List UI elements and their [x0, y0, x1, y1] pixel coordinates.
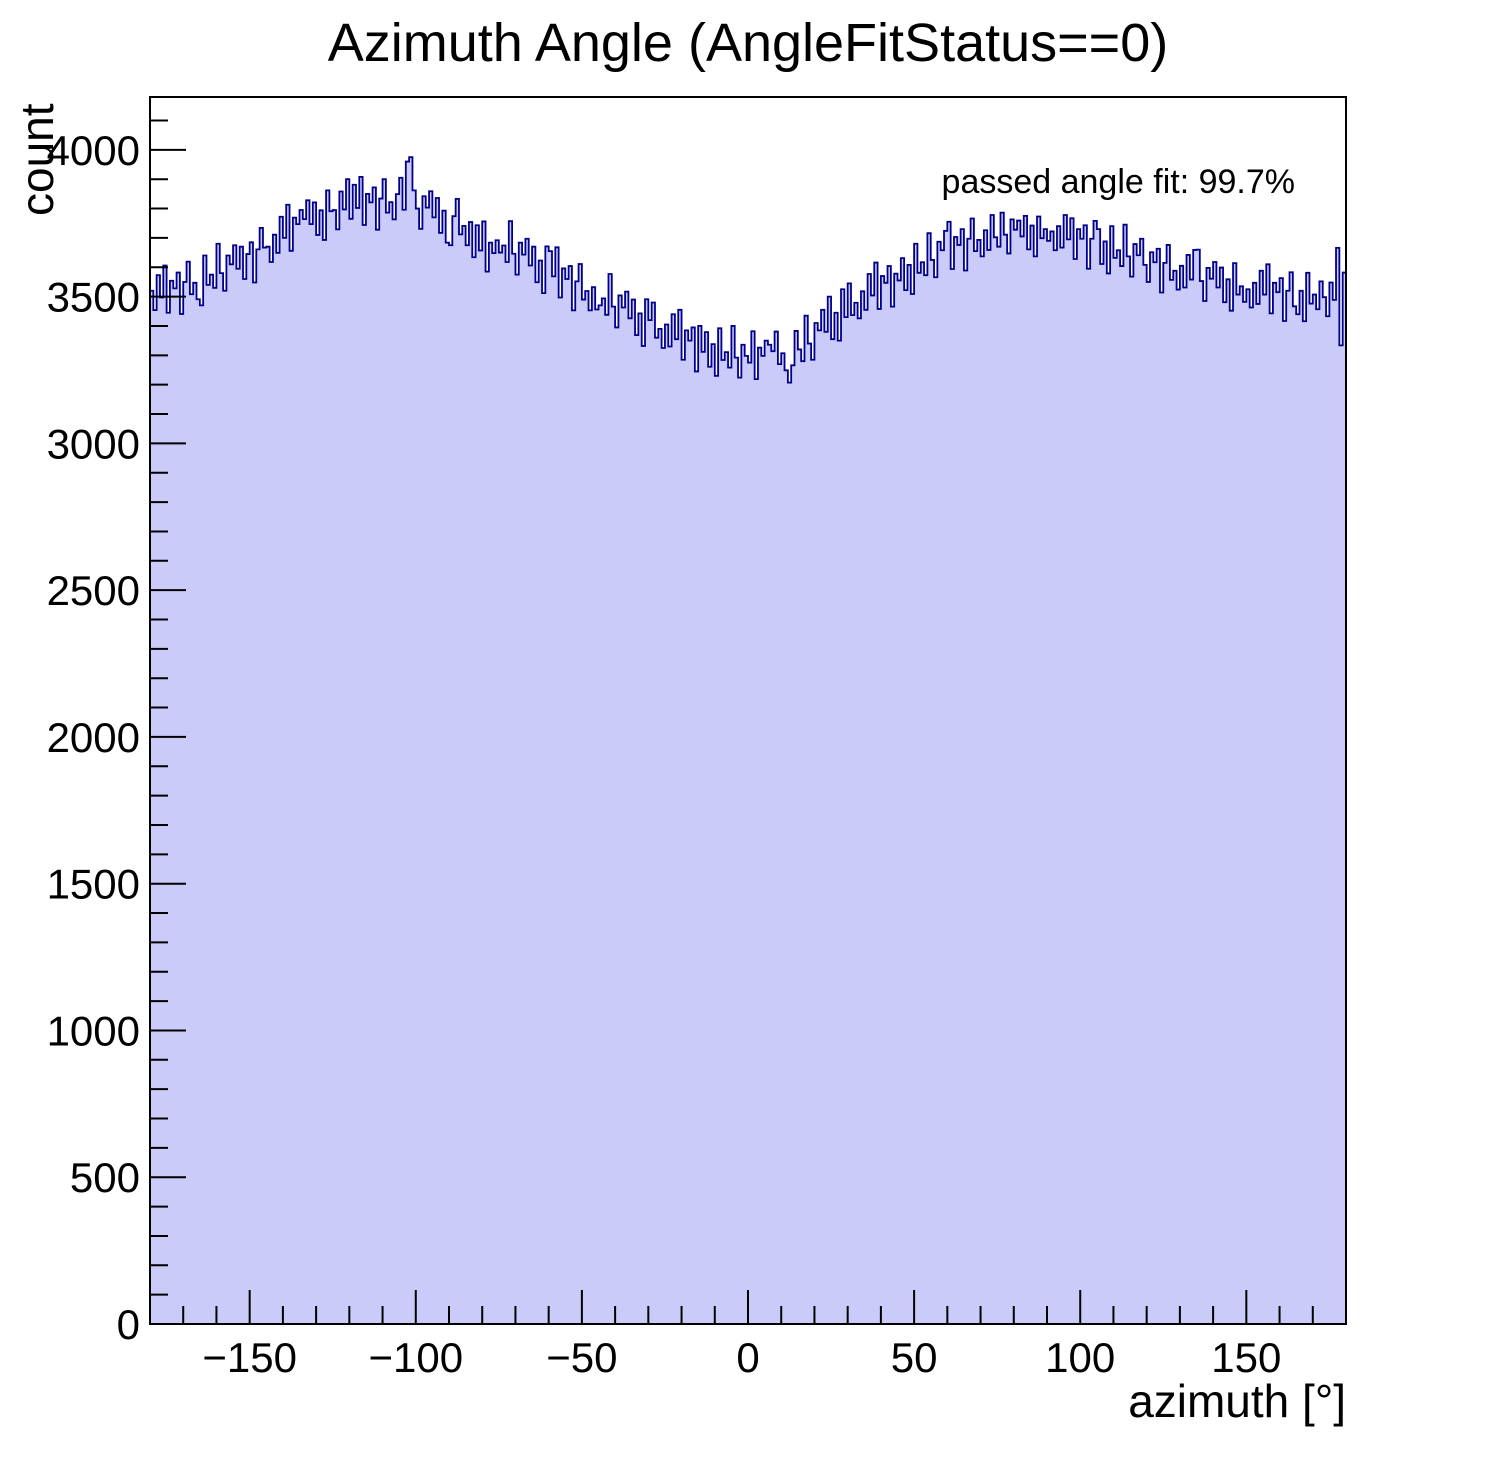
x-tick-label: −50 [546, 1334, 617, 1381]
y-tick-label: 3000 [47, 420, 140, 467]
y-tick-label: 0 [117, 1301, 140, 1348]
x-tick-label: 50 [891, 1334, 938, 1381]
y-tick-label: 1000 [47, 1008, 140, 1055]
chart-title: Azimuth Angle (AngleFitStatus==0) [327, 13, 1169, 73]
y-tick-label: 3500 [47, 274, 140, 321]
plot-frame [149, 96, 1347, 1325]
histogram-area [149, 156, 1347, 1325]
y-tick-label: 2000 [47, 714, 140, 761]
x-tick-label: 150 [1211, 1334, 1281, 1381]
y-tick-label: 1500 [47, 861, 140, 908]
x-tick-label: −150 [202, 1334, 297, 1381]
x-axis-title: azimuth [°] [1128, 1375, 1346, 1427]
x-tick-label: −100 [368, 1334, 463, 1381]
y-axis-title: count [11, 103, 63, 216]
stat-annotation: passed angle fit: 99.7% [941, 163, 1295, 201]
y-tick-label: 2500 [47, 567, 140, 614]
y-tick-label: 500 [70, 1154, 140, 1201]
x-tick-label: 100 [1045, 1334, 1115, 1381]
y-tick-label: 4000 [47, 127, 140, 174]
x-tick-label: 0 [736, 1334, 759, 1381]
